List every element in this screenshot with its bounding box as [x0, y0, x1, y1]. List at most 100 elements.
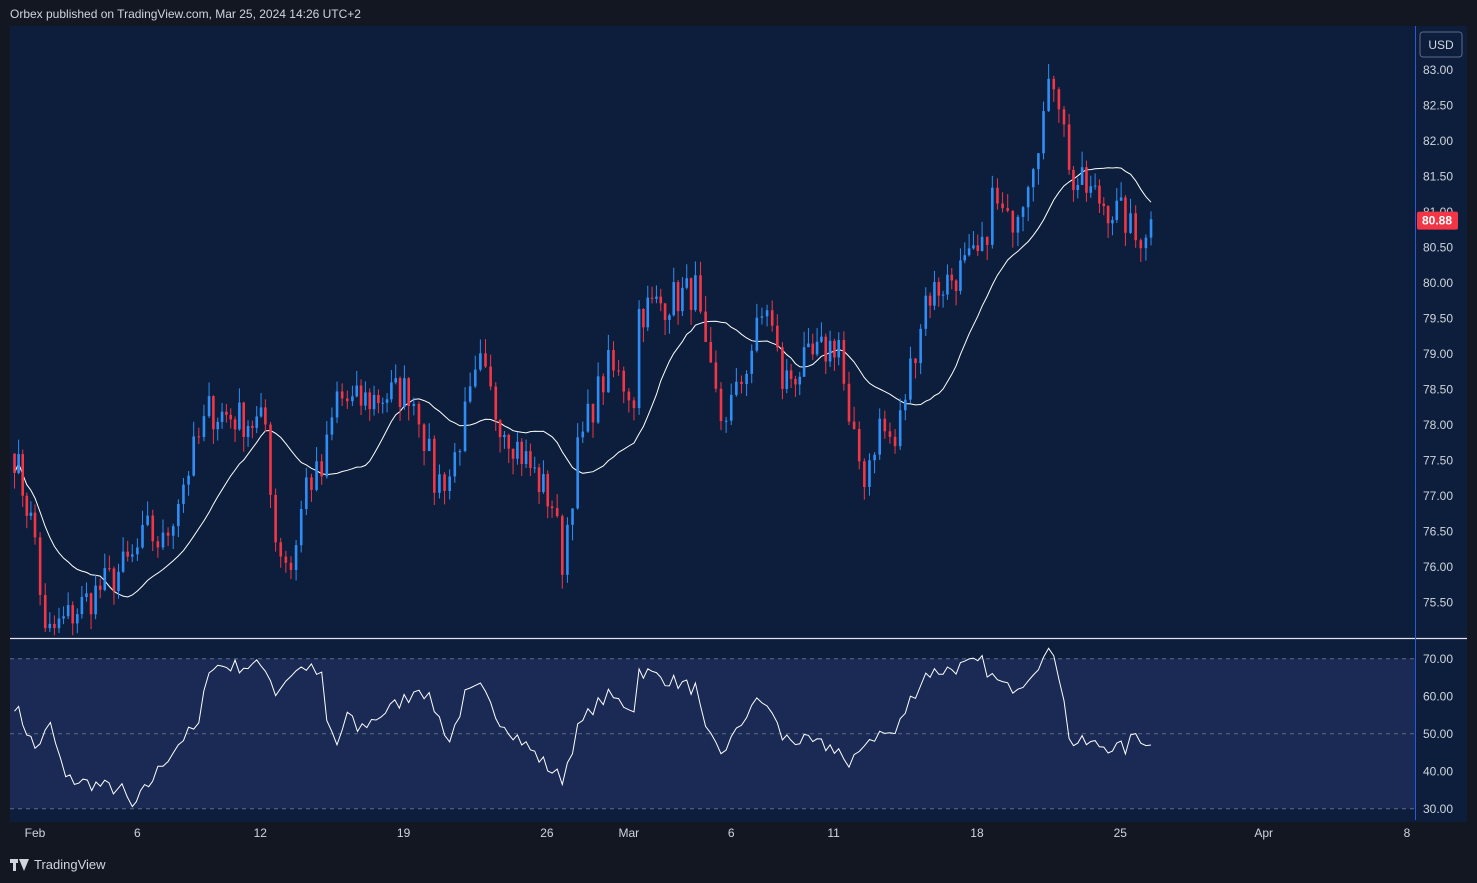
- candle-body: [503, 434, 506, 438]
- candle: [89, 592, 93, 630]
- candle: [714, 350, 718, 393]
- candle: [924, 287, 928, 336]
- candle: [811, 333, 815, 361]
- candle-body: [359, 385, 363, 406]
- candle: [672, 267, 676, 317]
- footer: TradingView: [10, 855, 106, 875]
- candle: [807, 328, 810, 348]
- candle: [802, 331, 806, 377]
- candle-body: [802, 347, 806, 377]
- candle-body: [663, 303, 667, 320]
- candle-body: [330, 417, 334, 435]
- x-tick-label: Mar: [619, 826, 640, 840]
- candle-body: [1089, 186, 1093, 193]
- candle: [121, 537, 125, 573]
- candle: [566, 517, 569, 583]
- candle-body: [959, 260, 962, 291]
- candle-body: [903, 399, 907, 411]
- candle-body: [798, 376, 802, 385]
- candle-body: [377, 394, 380, 404]
- candle: [637, 300, 641, 415]
- candle: [1085, 160, 1088, 202]
- candle: [770, 300, 774, 332]
- candle: [1093, 173, 1097, 190]
- candle-body: [976, 245, 980, 251]
- candle-body: [507, 434, 511, 449]
- candle: [1062, 106, 1066, 137]
- candle-body: [468, 386, 472, 402]
- candle-body: [672, 282, 676, 316]
- candle: [1124, 195, 1127, 247]
- candle-body: [724, 420, 728, 422]
- price-tick-label: 80.50: [1423, 241, 1453, 255]
- candle: [94, 574, 97, 620]
- candle-body: [1098, 185, 1101, 204]
- candle-body: [1149, 219, 1153, 238]
- candle: [581, 421, 585, 444]
- candle-body: [704, 311, 707, 342]
- candle-body: [1144, 237, 1148, 249]
- candle-body: [498, 419, 502, 438]
- candle: [192, 421, 196, 477]
- candle: [71, 601, 75, 636]
- candle-body: [776, 325, 779, 348]
- candle: [289, 556, 293, 579]
- candle-body: [883, 418, 887, 432]
- candle-body: [533, 467, 537, 469]
- candle: [1115, 188, 1119, 223]
- candle: [43, 583, 47, 633]
- candle: [284, 550, 288, 573]
- candle-body: [443, 474, 446, 492]
- candle: [103, 553, 107, 592]
- candle-body: [1134, 213, 1137, 241]
- candle: [967, 234, 971, 257]
- candle: [704, 296, 707, 343]
- price-tick-label: 79.50: [1423, 312, 1453, 326]
- candle: [33, 504, 37, 545]
- candle: [776, 314, 779, 352]
- candle-body: [627, 391, 631, 401]
- candle: [130, 544, 134, 563]
- candle-body: [646, 297, 650, 328]
- candle-body: [785, 370, 789, 389]
- candle: [294, 539, 298, 581]
- candle-body: [310, 477, 313, 490]
- rsi-tick-label: 70.00: [1423, 652, 1453, 666]
- candle: [1067, 113, 1071, 175]
- candle-body: [216, 421, 220, 430]
- candle-body: [571, 508, 574, 525]
- candle-body: [770, 310, 774, 326]
- candle-body: [1124, 197, 1127, 233]
- candle-body: [427, 438, 431, 452]
- candle-body: [238, 402, 241, 430]
- candle: [503, 431, 506, 449]
- candle: [238, 388, 241, 431]
- candle-body: [1067, 124, 1071, 170]
- candle-body: [212, 396, 215, 430]
- candle: [377, 389, 380, 414]
- candle: [550, 500, 554, 518]
- candle-body: [117, 571, 120, 592]
- candle: [655, 285, 658, 304]
- candle: [448, 469, 451, 500]
- candle: [251, 420, 254, 439]
- candle: [390, 370, 393, 403]
- candle-body: [1080, 167, 1084, 185]
- candle-body: [789, 370, 793, 379]
- currency-button[interactable]: USD: [1419, 31, 1463, 58]
- candle-body: [607, 349, 610, 393]
- candle: [941, 290, 945, 308]
- candle-body: [225, 411, 228, 415]
- candle-body: [928, 295, 932, 306]
- candle-body: [750, 350, 754, 374]
- candle-body: [546, 474, 550, 507]
- candle: [417, 401, 421, 438]
- candle: [516, 432, 519, 465]
- candle: [632, 397, 636, 421]
- rsi-tick-label: 30.00: [1423, 802, 1453, 816]
- candle-body: [794, 378, 797, 385]
- candle: [225, 403, 228, 423]
- candle-body: [837, 340, 841, 358]
- candle: [898, 398, 902, 450]
